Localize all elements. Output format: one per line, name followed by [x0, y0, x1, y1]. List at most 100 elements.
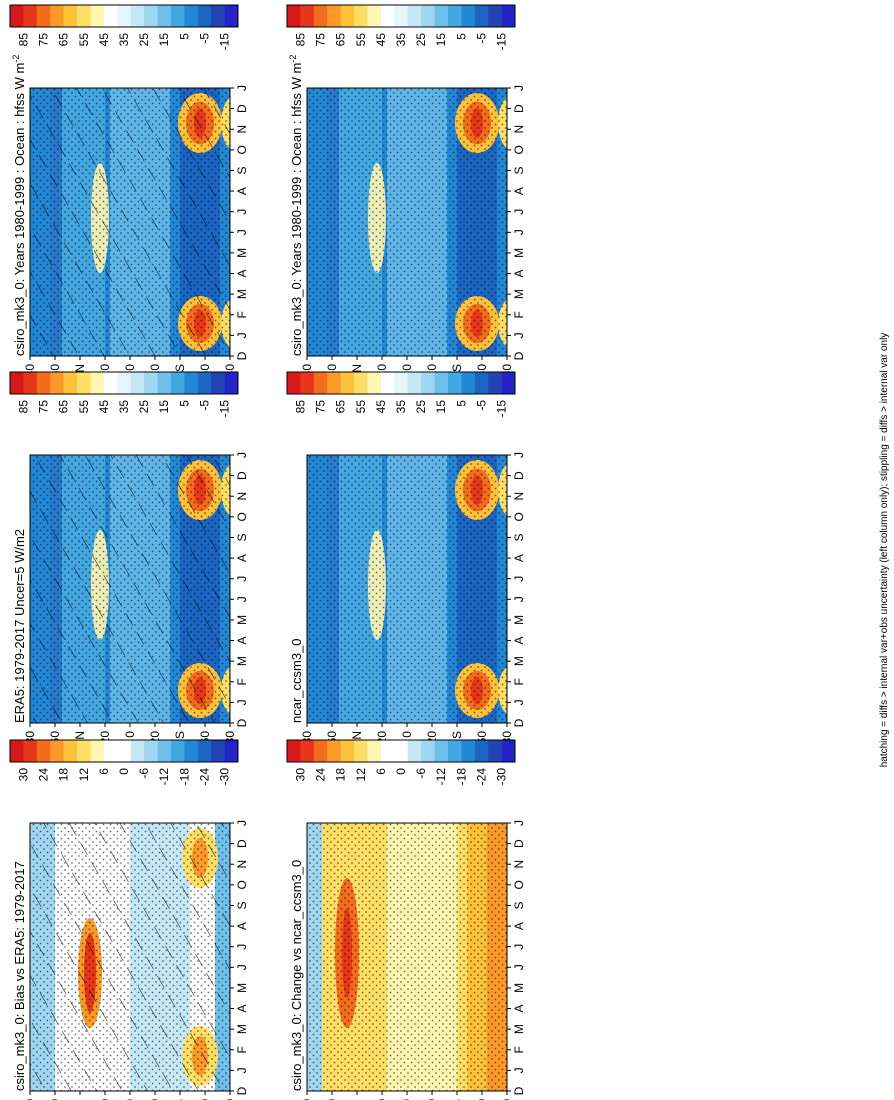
colorbar-tick-label: 24: [314, 768, 328, 782]
colorbar-tick-label: 15: [434, 400, 448, 414]
month-tick-label: S: [235, 166, 249, 174]
colorbar-swatch: [327, 372, 341, 394]
colorbar-swatch: [36, 372, 51, 394]
colorbar-swatch: [488, 740, 502, 762]
month-tick-label: J: [512, 332, 526, 338]
colorbar-swatch: [354, 372, 368, 394]
colorbar-tick-label: -24: [197, 768, 211, 786]
colorbar-swatch: [197, 5, 212, 27]
lat-tick-label: 60: [325, 1099, 339, 1100]
colorbar-swatch: [36, 5, 51, 27]
month-tick-label: M: [512, 615, 526, 625]
colorbar-tick-label: 75: [314, 33, 328, 47]
month-tick-label: J: [512, 452, 526, 458]
colorbar-tick-label: 55: [77, 33, 91, 47]
month-tick-label: J: [235, 209, 249, 215]
colorbar-swatch: [407, 740, 422, 762]
colorbar-swatch: [90, 5, 105, 27]
colorbar-swatch: [394, 740, 409, 762]
colorbar-tick-label: -18: [177, 768, 191, 786]
month-tick-label: O: [512, 145, 526, 154]
colorbar-swatch: [447, 740, 462, 762]
colorbar-swatch: [130, 372, 145, 394]
month-tick-label: J: [235, 596, 249, 602]
lat-tick-label: 80: [23, 1099, 37, 1100]
month-tick-label: A: [235, 187, 249, 195]
month-tick-label: D: [235, 1086, 249, 1095]
month-tick-label: A: [512, 637, 526, 645]
colorbar-tick-label: 0: [117, 768, 131, 775]
lat-tick-label: 80: [300, 1099, 314, 1100]
panel-title: csiro_mk3_0: Years 1980-1999 : Ocean : h…: [288, 55, 304, 356]
colorbar-swatch: [77, 372, 91, 394]
colorbar-swatch: [447, 372, 462, 394]
colorbar-tick-label: -12: [157, 768, 171, 786]
colorbar-swatch: [197, 740, 212, 762]
colorbar-swatch: [474, 740, 489, 762]
colorbar-swatch: [224, 372, 239, 394]
colorbar-tick-label: -15: [218, 33, 232, 51]
colorbar-tick-label: 65: [334, 33, 348, 47]
colorbar-tick-label: 35: [394, 400, 408, 414]
month-tick-label: F: [512, 678, 526, 685]
colorbar-swatch: [184, 372, 199, 394]
colorbar-swatch: [90, 740, 105, 762]
heatmap-field: [307, 455, 507, 723]
colorbar-tick-label: -5: [474, 33, 488, 44]
colorbar-frame: [9, 739, 239, 763]
colorbar-swatch: [340, 5, 355, 27]
colorbar-swatch: [77, 5, 91, 27]
lat-tick-label: 20: [375, 1099, 389, 1100]
month-tick-label: O: [512, 512, 526, 521]
colorbar-swatch: [313, 740, 328, 762]
colorbar-swatch: [367, 5, 382, 27]
panel-title-sup: -2: [11, 55, 21, 63]
colorbar-tick-label: 24: [37, 768, 51, 782]
colorbar-swatch: [77, 740, 91, 762]
month-tick-label: M: [512, 248, 526, 258]
colorbar-swatch: [170, 740, 185, 762]
month-tick-label: S: [235, 901, 249, 909]
month-tick-label: D: [235, 471, 249, 480]
colorbar-tick-label: 6: [97, 768, 111, 775]
month-tick-label: J: [512, 964, 526, 970]
month-tick-label: M: [235, 615, 249, 625]
colorbar-tick-label: 15: [157, 400, 171, 414]
figure-footnote: hatching = diffs > internal var+obs unce…: [879, 333, 890, 768]
colorbar-swatch: [501, 5, 516, 27]
colorbar-swatch: [10, 5, 24, 27]
month-tick-label: A: [235, 554, 249, 562]
colorbar-swatch: [434, 372, 449, 394]
month-tick-label: J: [235, 229, 249, 235]
month-tick-label: F: [235, 1046, 249, 1053]
colorbar-tick-label: 35: [117, 400, 131, 414]
colorbar-swatch: [287, 740, 301, 762]
month-tick-label: N: [235, 860, 249, 869]
month-tick-label: J: [235, 576, 249, 582]
heatmap-field: [30, 455, 230, 723]
colorbar-tick-label: -24: [474, 768, 488, 786]
colorbar-swatch: [461, 740, 476, 762]
colorbar-frame: [286, 371, 516, 395]
month-tick-label: M: [235, 983, 249, 993]
colorbar-tick-label: -12: [434, 768, 448, 786]
colorbar-tick-label: 45: [97, 400, 111, 414]
month-tick-label: J: [512, 85, 526, 91]
colorbar-tick-label: 6: [374, 768, 388, 775]
colorbar-swatch: [474, 372, 489, 394]
colorbar-tick-label: 35: [117, 33, 131, 47]
colorbar-tick-label: 65: [334, 400, 348, 414]
month-tick-label: S: [512, 166, 526, 174]
heatmap-field: [307, 823, 507, 1091]
colorbar-tick-label: 5: [454, 400, 468, 407]
lat-tick-label: 20: [425, 1099, 439, 1100]
lat-tick-label: 60: [198, 1099, 212, 1100]
colorbar-swatch: [23, 740, 38, 762]
colorbar-tick-label: 85: [16, 400, 30, 414]
month-tick-label: J: [235, 944, 249, 950]
colorbar-tick-label: 55: [354, 400, 368, 414]
colorbar-tick-label: 55: [354, 33, 368, 47]
colorbar-swatch: [63, 5, 78, 27]
